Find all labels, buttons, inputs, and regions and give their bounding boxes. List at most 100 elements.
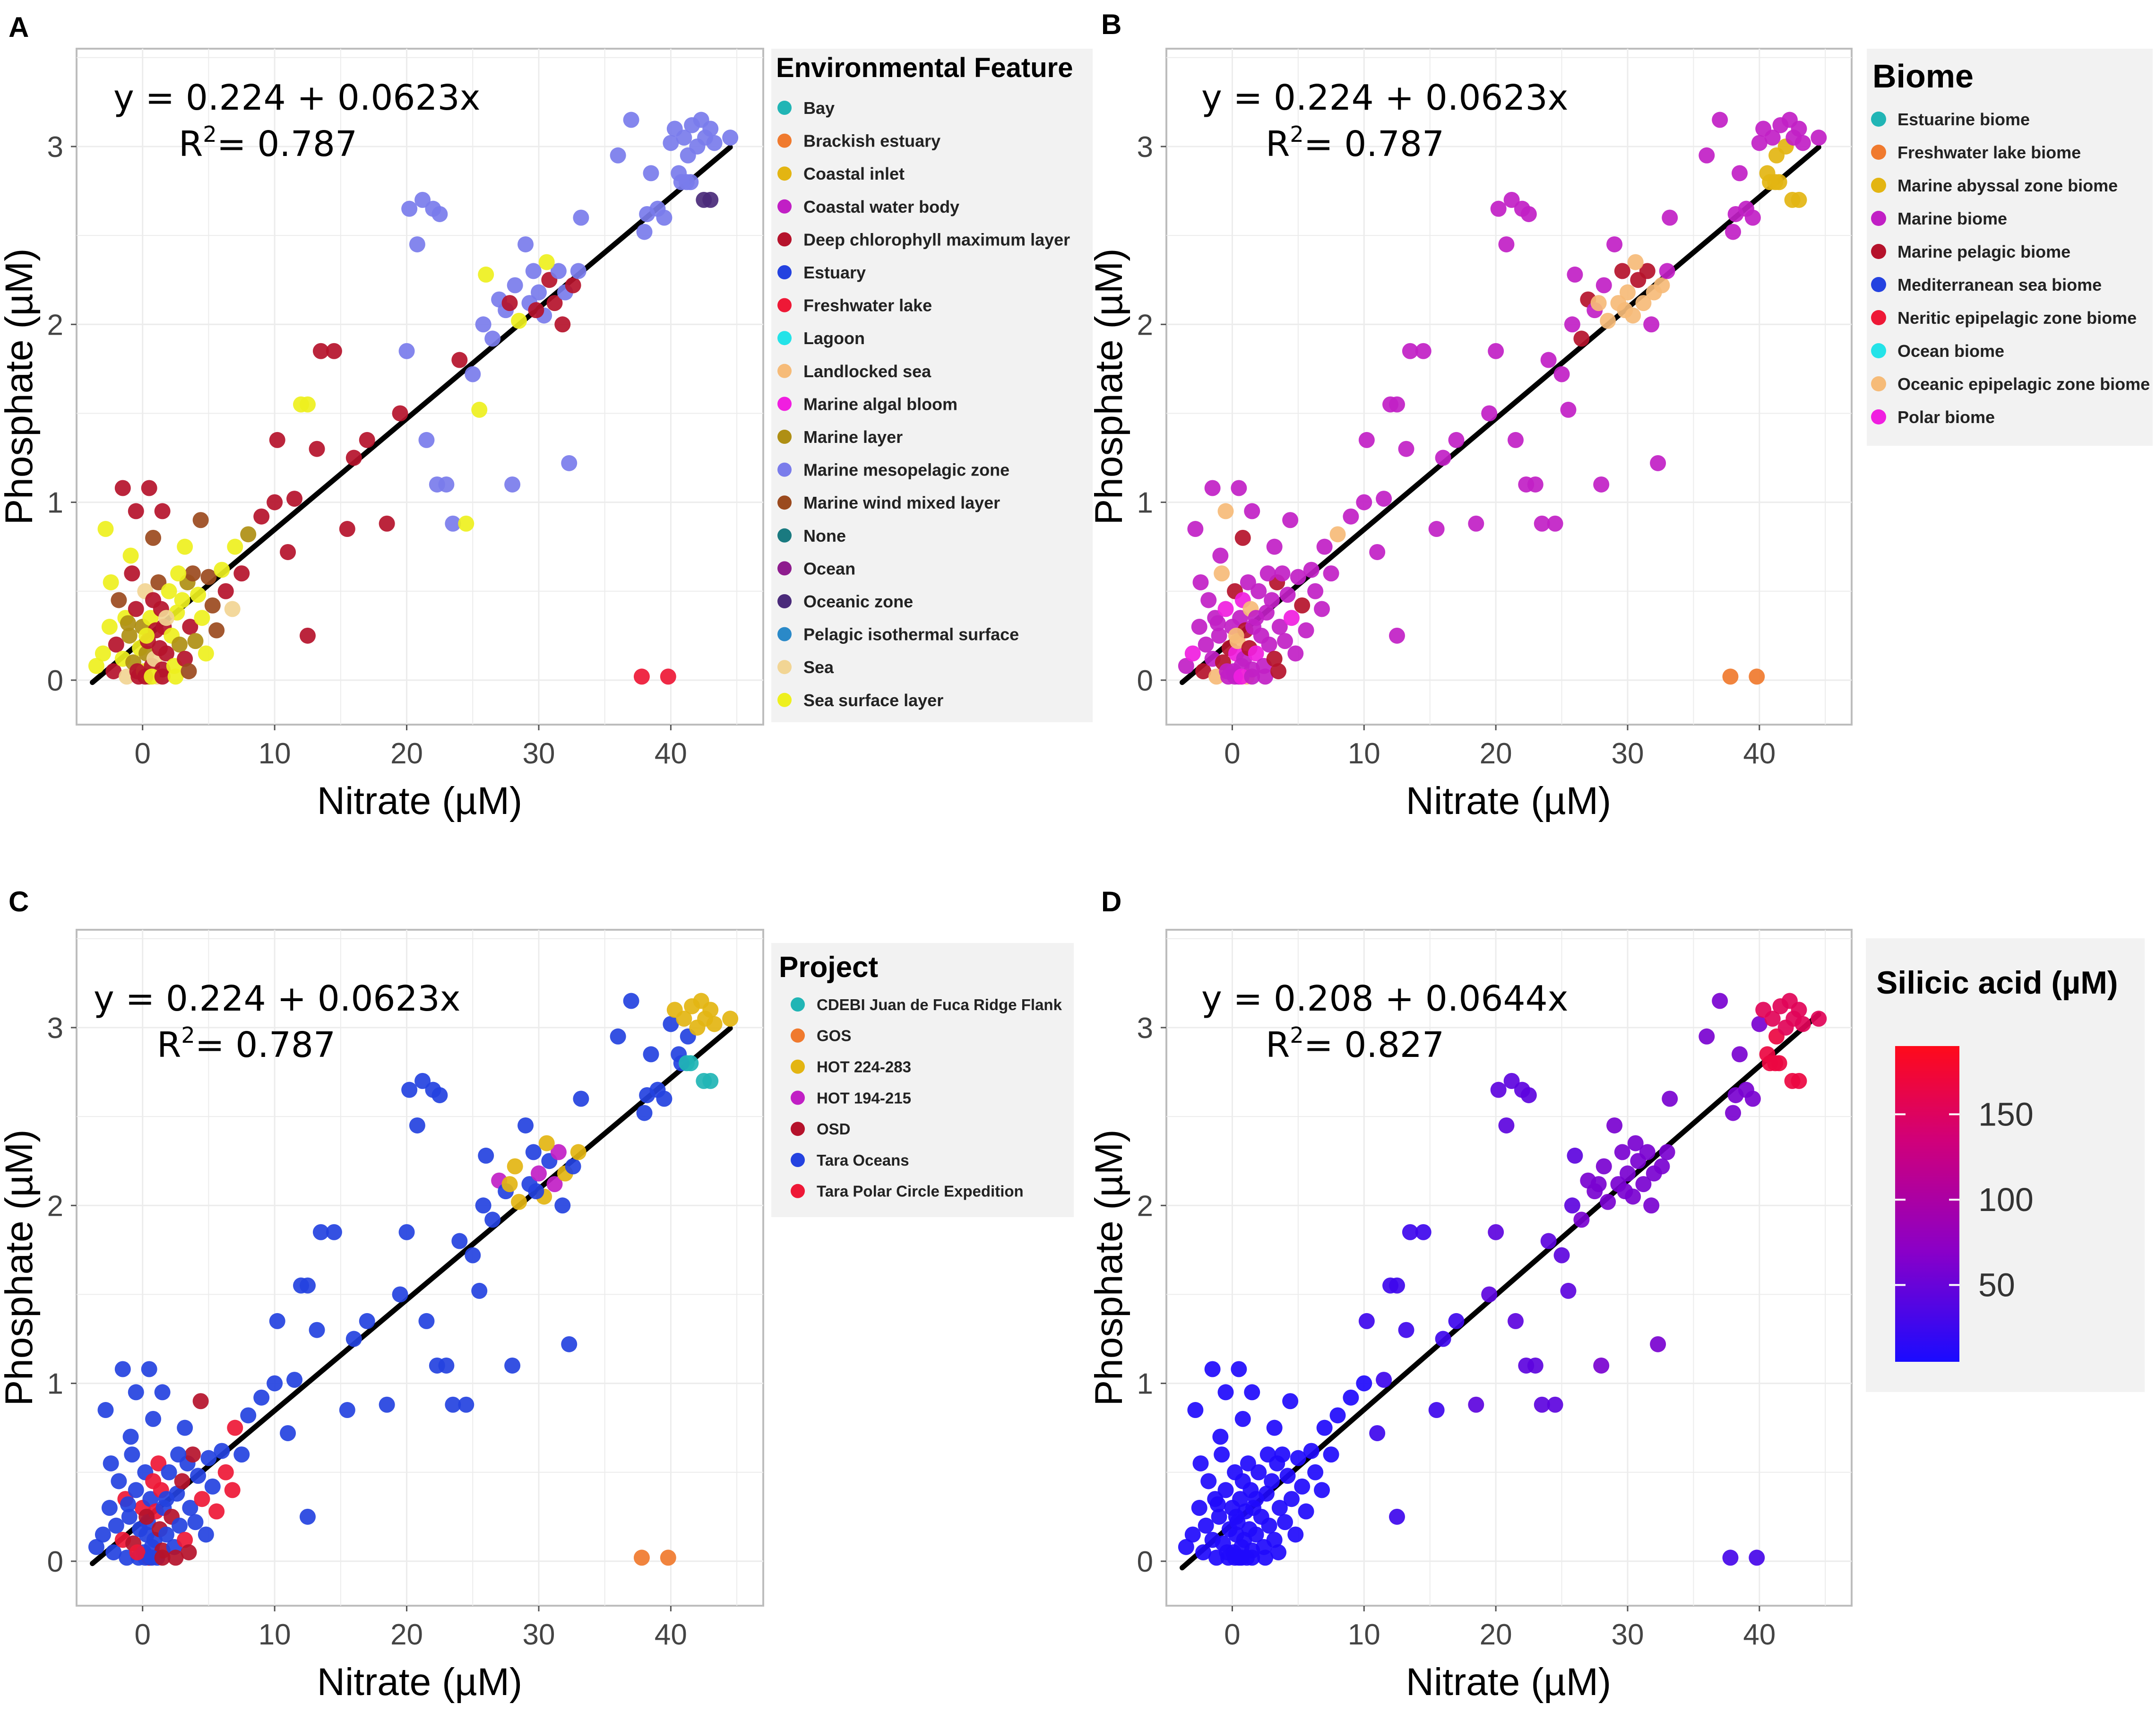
data-point (445, 515, 461, 532)
data-point (97, 1402, 114, 1419)
data-point (1614, 1144, 1630, 1160)
data-point (181, 663, 197, 680)
x-tick-label: 10 (259, 737, 291, 770)
y-tick-label: 1 (1137, 487, 1153, 519)
legend-label: Polar biome (1897, 407, 1995, 427)
data-point (1266, 650, 1283, 667)
data-point (1402, 1224, 1418, 1240)
y-tick-label: 2 (47, 1190, 63, 1222)
data-point (507, 277, 523, 294)
data-point (401, 1081, 418, 1098)
data-point (706, 135, 723, 151)
data-point (312, 343, 329, 359)
data-point (1791, 121, 1807, 137)
data-point (142, 610, 159, 626)
data-point (1619, 1165, 1636, 1182)
legend-background (771, 943, 1074, 1217)
legend-label: Neritic epipelagic zone biome (1897, 308, 2137, 328)
data-point (1219, 1544, 1235, 1561)
plot-area (1165, 48, 1853, 726)
data-point (286, 1372, 303, 1388)
data-point (484, 1211, 501, 1228)
data-point (438, 1357, 455, 1374)
data-point (1731, 165, 1748, 182)
legend-item: HOT 224-283 (791, 1058, 911, 1075)
data-point (511, 312, 527, 329)
data-point (154, 503, 171, 519)
y-tick-label: 3 (47, 131, 63, 164)
data-point (1507, 1313, 1524, 1329)
panel-label-b: B (1101, 9, 1121, 40)
data-point (676, 1011, 692, 1027)
data-point (177, 538, 193, 555)
data-point (1573, 1211, 1590, 1228)
data-point (458, 515, 474, 532)
data-point (253, 508, 270, 525)
data-point (1259, 1446, 1276, 1463)
data-point (170, 565, 187, 582)
r2-symbol: R (1266, 1025, 1290, 1065)
data-point (445, 1396, 461, 1413)
r2-label: R2= 0.787 (1266, 121, 1444, 164)
data-point (1303, 562, 1319, 578)
data-point (633, 1549, 650, 1566)
data-point (561, 455, 578, 471)
data-point (1619, 284, 1636, 301)
data-point (1195, 1544, 1212, 1561)
data-point (1606, 236, 1623, 252)
data-point (1428, 1402, 1445, 1419)
data-point (1659, 1144, 1675, 1160)
data-point (158, 610, 175, 626)
y-tick-label: 3 (1137, 1012, 1153, 1045)
data-point (1212, 547, 1229, 564)
data-point (1376, 491, 1392, 507)
data-point (1314, 601, 1330, 617)
x-tick-label: 30 (522, 1618, 555, 1651)
data-point (177, 650, 193, 667)
legend-label: Coastal water body (803, 197, 959, 216)
data-point (528, 1183, 544, 1200)
data-point (174, 592, 190, 608)
data-point (1791, 191, 1807, 208)
data-point (145, 1410, 162, 1427)
data-point (171, 1517, 188, 1534)
data-point (1547, 1396, 1563, 1413)
data-point (1274, 1446, 1291, 1463)
data-point (1764, 1011, 1781, 1027)
r2-value: = 0.787 (1304, 124, 1444, 164)
data-point (286, 491, 303, 507)
data-point (570, 263, 586, 279)
data-point (1356, 494, 1372, 510)
data-point (1402, 343, 1418, 359)
data-point (418, 432, 435, 448)
colorbar-tick-label: 100 (1978, 1181, 2034, 1218)
legend-label: Coastal inlet (803, 164, 905, 183)
data-point (1481, 1286, 1498, 1303)
data-point (484, 330, 501, 347)
data-point (623, 993, 639, 1009)
data-point (345, 450, 362, 466)
r2-value: = 0.787 (195, 1025, 336, 1065)
data-point (1725, 1105, 1742, 1121)
data-point (1662, 1090, 1678, 1107)
data-point (1643, 1197, 1660, 1214)
data-point (1553, 1247, 1570, 1263)
data-point (1248, 610, 1264, 626)
data-point (182, 1500, 198, 1516)
data-point (1560, 401, 1577, 418)
x-axis-label: Nitrate (µM) (317, 779, 522, 822)
data-point (1257, 668, 1274, 685)
plot-area (1165, 929, 1853, 1607)
data-point (431, 1087, 448, 1103)
data-point (465, 1247, 481, 1263)
legend-swatch (791, 1122, 805, 1136)
panel-label-d: D (1101, 886, 1121, 917)
data-point (1627, 1135, 1644, 1151)
y-tick-label: 0 (1137, 1546, 1153, 1578)
data-points (1178, 993, 1827, 1566)
data-point (623, 112, 639, 128)
data-point (1358, 432, 1375, 448)
data-point (414, 191, 431, 208)
data-point (299, 627, 316, 644)
data-point (1488, 343, 1504, 359)
